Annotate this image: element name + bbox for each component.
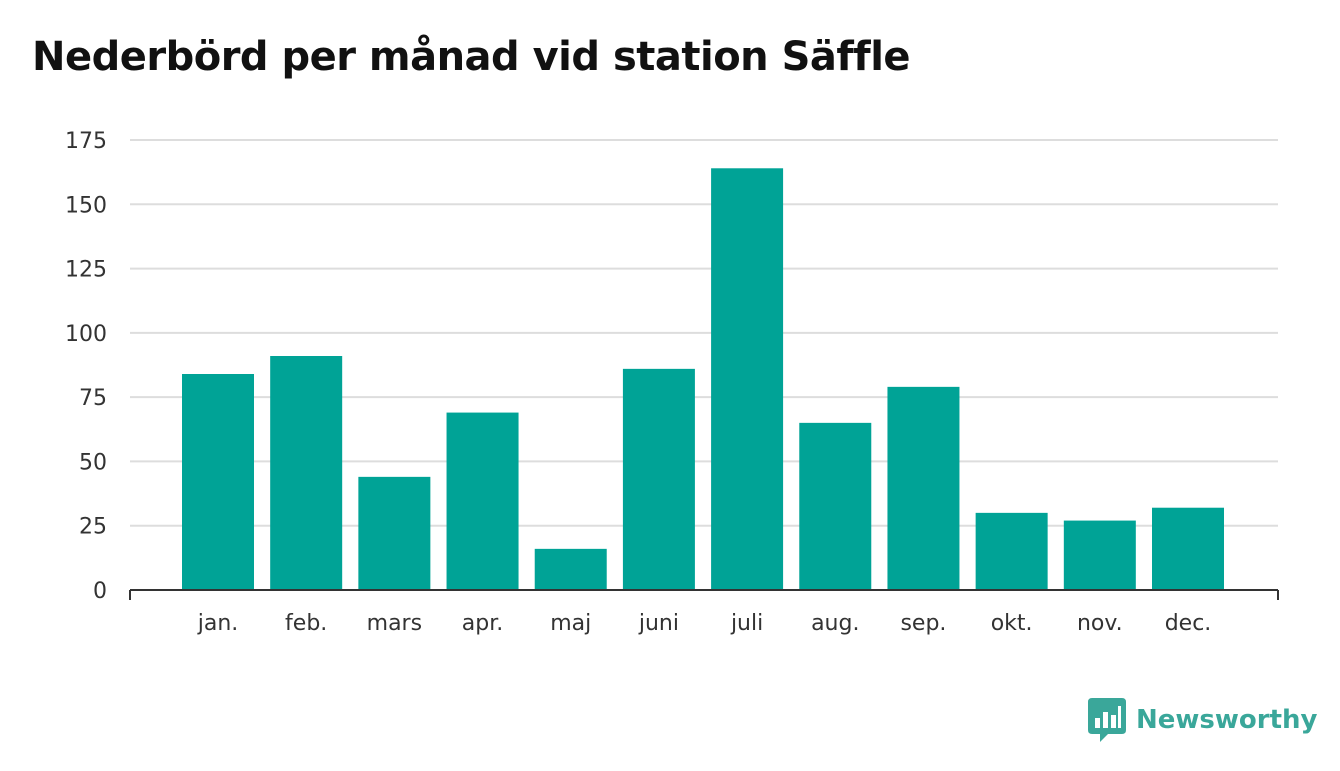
bar	[1063, 520, 1136, 590]
chart-title: Nederbörd per månad vid station Säffle	[32, 34, 911, 80]
x-tick-label: okt.	[991, 611, 1033, 636]
x-tick-label: dec.	[1165, 611, 1212, 636]
bars	[182, 168, 1224, 591]
y-tick-label: 25	[79, 515, 107, 540]
x-tick-label: feb.	[285, 611, 327, 636]
x-tick-label: juli	[730, 611, 763, 636]
bar	[446, 412, 519, 590]
x-tick-label: juni	[638, 611, 679, 636]
y-axis-ticks: 0 25 50 75 100 125 150 175	[65, 129, 107, 604]
bar	[622, 368, 695, 590]
y-tick-label: 50	[79, 450, 107, 475]
logo-text: Newsworthy	[1136, 705, 1318, 735]
bar	[799, 422, 872, 590]
bar	[1152, 507, 1224, 590]
bar	[182, 374, 254, 590]
y-tick-label: 175	[65, 129, 107, 154]
x-tick-label: aug.	[811, 611, 859, 636]
x-tick-label: apr.	[462, 611, 503, 636]
y-tick-label: 125	[65, 258, 107, 283]
newsworthy-logo: Newsworthy	[1088, 698, 1317, 742]
x-axis	[129, 589, 1279, 600]
x-tick-label: jan.	[197, 611, 239, 636]
y-tick-label: 150	[65, 193, 107, 218]
bar	[270, 356, 343, 590]
x-tick-label: mars	[367, 611, 422, 636]
x-axis-ticks: jan. feb. mars apr. maj juni juli aug. sep. okt. n…	[197, 611, 1212, 636]
bar	[358, 476, 431, 590]
bar	[975, 512, 1048, 590]
y-tick-label: 100	[65, 322, 107, 347]
bar	[887, 386, 960, 590]
bar	[711, 168, 784, 591]
x-tick-label: nov.	[1077, 611, 1123, 636]
x-tick-label: maj	[550, 611, 591, 636]
y-tick-label: 75	[79, 386, 107, 411]
bar-chart-speech-bubble-icon	[1088, 698, 1126, 742]
x-tick-label: sep.	[900, 611, 946, 636]
bar	[534, 548, 607, 590]
y-tick-label: 0	[93, 579, 107, 604]
